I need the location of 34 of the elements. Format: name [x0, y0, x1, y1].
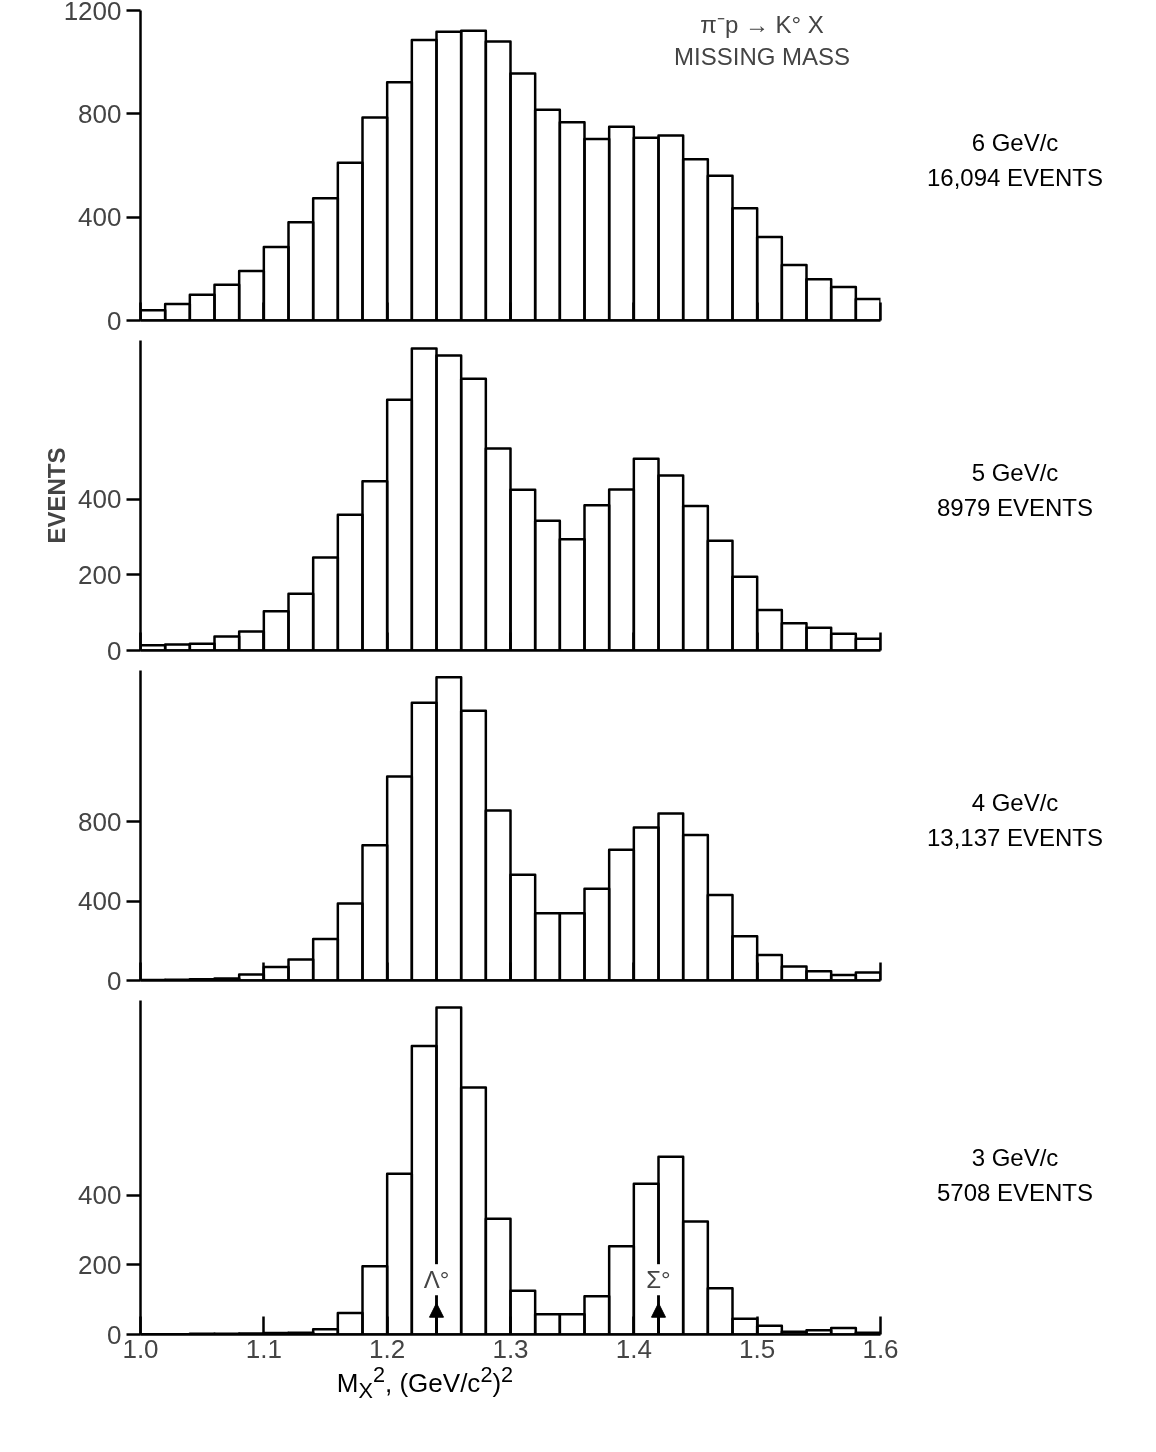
- y-tick-label: 400: [78, 886, 122, 917]
- text: 13,137 EVENTS: [925, 822, 1105, 853]
- y-tick-label: 0: [107, 1319, 122, 1350]
- text: 3 GeV/c: [970, 1143, 1060, 1174]
- x-tick-label: 1.3: [492, 1333, 529, 1364]
- y-tick-label: 400: [78, 202, 122, 233]
- y-axis-title: EVENTS: [43, 447, 71, 544]
- text: 5 GeV/c: [970, 458, 1060, 489]
- y-tick-label: 800: [78, 806, 122, 837]
- y-tick-label: 200: [78, 559, 122, 590]
- text: 4 GeV/c: [970, 788, 1060, 819]
- text: 6 GeV/c: [970, 128, 1060, 159]
- y-tick-label: 0: [107, 635, 122, 666]
- x-tick-label: 1.2: [369, 1333, 406, 1364]
- y-tick-label: 200: [78, 1249, 122, 1280]
- chart-title: π⁻p → K° X: [700, 10, 824, 38]
- x-tick-label: 1.1: [245, 1333, 282, 1364]
- text: 16,094 EVENTS: [925, 162, 1105, 193]
- annotation: Σ°: [646, 1266, 671, 1294]
- y-tick-label: 800: [78, 98, 122, 129]
- text: 5708 EVENTS: [935, 1177, 1095, 1208]
- y-tick-label: 400: [78, 1180, 122, 1211]
- x-tick-label: 1.5: [739, 1333, 776, 1364]
- x-tick-label: 1.0: [122, 1333, 159, 1364]
- text: MISSING MASS: [674, 42, 851, 70]
- x-axis-title: M$_{X}$$^{2}$, (GeV/c$^{2}$)$^{2}$: [336, 1362, 514, 1403]
- x-tick-label: 1.4: [615, 1333, 652, 1364]
- y-tick-label: 0: [107, 965, 122, 996]
- x-tick-label: 1.6: [862, 1333, 899, 1364]
- y-tick-label: 1200: [63, 0, 122, 26]
- y-tick-label: 0: [107, 305, 122, 336]
- y-tick-label: 400: [78, 484, 122, 515]
- annotation: Λ°: [423, 1266, 450, 1294]
- text: 8979 EVENTS: [935, 492, 1095, 523]
